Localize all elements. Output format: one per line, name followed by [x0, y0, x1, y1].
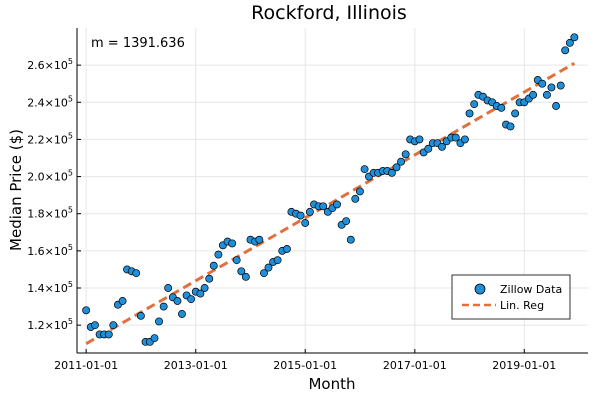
- y-tick-label: 1.4×105: [27, 280, 73, 295]
- slope-annotation: m = 1391.636: [91, 36, 185, 51]
- data-point: [424, 144, 433, 153]
- legend-box: [451, 274, 571, 320]
- data-point: [187, 295, 196, 304]
- y-tick-label: 1.2×105: [27, 317, 73, 332]
- scatter-points: [82, 33, 579, 346]
- data-point: [565, 38, 574, 47]
- y-tick-label: 1.8×105: [27, 206, 73, 221]
- data-point: [529, 90, 538, 99]
- legend: Zillow Data Lin. Reg: [451, 274, 571, 320]
- data-point: [82, 306, 91, 315]
- y-tick-label: 2.0×105: [27, 169, 73, 184]
- grid: [77, 28, 588, 353]
- data-point: [200, 284, 209, 292]
- data-point: [132, 269, 141, 278]
- data-point: [570, 33, 579, 42]
- x-axis-ticks: 2011-01-01 2013-01-01 2015-01-01 2017-01-01…: [54, 349, 556, 372]
- data-point: [209, 261, 218, 270]
- data-point: [346, 235, 355, 244]
- data-point: [305, 207, 314, 216]
- data-point: [118, 297, 127, 305]
- data-point: [150, 334, 159, 343]
- data-point: [282, 245, 291, 253]
- data-point: [415, 135, 424, 144]
- x-tick-label: 2015-01-01: [273, 359, 337, 372]
- data-point: [296, 211, 305, 220]
- y-tick-label: 2.6×105: [27, 57, 73, 72]
- data-point: [538, 79, 547, 88]
- y-tick-label: 1.6×105: [27, 243, 73, 258]
- data-point: [91, 321, 99, 330]
- data-point: [109, 321, 118, 330]
- data-point: [104, 330, 113, 339]
- data-point: [237, 267, 246, 276]
- data-point: [542, 90, 551, 99]
- regression-line-layer: [85, 61, 576, 346]
- x-tick-label: 2017-01-01: [383, 359, 447, 372]
- data-point: [506, 122, 515, 131]
- data-point: [438, 142, 446, 151]
- data-point: [273, 256, 282, 265]
- data-point: [547, 83, 556, 92]
- data-point: [556, 81, 565, 90]
- y-tick-label: 2.2×105: [27, 131, 73, 146]
- data-point: [260, 269, 268, 278]
- x-tick-label: 2019-01-01: [492, 359, 556, 372]
- data-point: [552, 102, 561, 110]
- data-point: [264, 263, 273, 272]
- data-point: [451, 133, 460, 142]
- x-tick-label: 2011-01-01: [54, 359, 118, 372]
- x-tick-label: 2013-01-01: [164, 359, 228, 372]
- x-axis-label: Month: [308, 375, 355, 393]
- data-point: [159, 302, 168, 311]
- legend-label-zillow: Zillow Data: [500, 283, 562, 296]
- data-point: [196, 289, 205, 298]
- data-point: [178, 310, 186, 318]
- data-point: [255, 235, 264, 244]
- chart-title: Rockford, Illinois: [251, 2, 407, 24]
- data-point: [397, 157, 405, 166]
- data-point: [241, 272, 250, 281]
- data-point: [333, 200, 341, 209]
- data-point: [205, 274, 214, 283]
- data-point: [497, 103, 506, 112]
- data-point: [460, 135, 469, 144]
- data-point: [351, 194, 360, 203]
- data-point: [136, 311, 145, 320]
- data-point: [360, 165, 369, 174]
- data-point: [232, 256, 241, 265]
- data-point: [511, 109, 520, 118]
- data-point: [355, 187, 364, 196]
- regression-line: [85, 61, 576, 346]
- data-point: [392, 163, 401, 172]
- y-axis-label: Median Price ($): [7, 129, 25, 251]
- y-tick-label: 2.4×105: [27, 94, 73, 109]
- data-point: [465, 109, 474, 118]
- data-point: [342, 217, 351, 226]
- data-point: [387, 168, 396, 177]
- data-point: [164, 284, 173, 292]
- data-point: [401, 150, 410, 159]
- data-point: [173, 297, 182, 305]
- data-point: [470, 100, 479, 109]
- data-point: [155, 317, 163, 326]
- data-point: [301, 219, 310, 227]
- data-point: [319, 202, 328, 211]
- data-point: [214, 250, 223, 259]
- legend-label-reg: Lin. Reg: [500, 299, 544, 312]
- legend-marker-zillow: [474, 283, 486, 295]
- data-point: [228, 239, 237, 248]
- data-point: [561, 46, 570, 55]
- y-axis-ticks: 1.2×105 1.4×105 1.6×105 1.8×105 2.0×105 2.2×1…: [27, 57, 81, 332]
